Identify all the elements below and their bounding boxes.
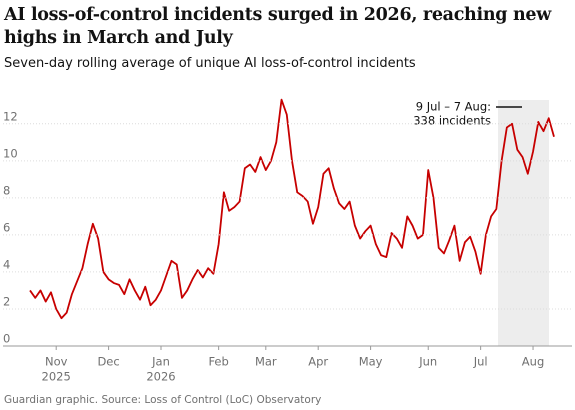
x-tick-label: Aug	[522, 355, 544, 369]
source: Guardian graphic. Source: Loss of Contro…	[4, 394, 322, 406]
annotation: 338 incidents	[413, 114, 491, 128]
data-line	[29, 98, 555, 320]
chart-title: AI loss-of-control incidents surged in 2…	[4, 5, 551, 48]
y-tick-label: 0	[3, 332, 10, 346]
x-year-label: 2026	[146, 370, 175, 384]
annotation: 9 Jul – 7 Aug:	[416, 100, 491, 114]
x-year-label: 2025	[42, 370, 71, 384]
x-tick-label: Jan	[151, 355, 170, 369]
x-tick-label: Jul	[473, 355, 488, 369]
y-tick-label: 8	[3, 183, 10, 197]
x-tick-label: Feb	[208, 355, 228, 369]
x-tick-label: Nov	[45, 355, 68, 369]
x-tick-label: Dec	[97, 355, 119, 369]
x-tick-label: Mar	[255, 355, 277, 369]
chart-subtitle: Seven-day rolling average of unique AI l…	[4, 56, 416, 71]
y-tick-label: 12	[3, 109, 18, 123]
y-tick-label: 2	[3, 294, 10, 308]
y-tick-label: 4	[3, 257, 10, 271]
x-tick-label: May	[359, 355, 383, 369]
y-tick-label: 10	[3, 146, 18, 160]
chart: 9 Jul – 7 Aug: 338 incidents 0 2 4 6 8 10 12 No…	[3, 98, 572, 384]
highlight-band	[498, 100, 549, 346]
y-tick-label: 6	[3, 220, 10, 234]
x-tick-label: Apr	[308, 355, 328, 369]
x-tick-label: Jun	[418, 355, 437, 369]
